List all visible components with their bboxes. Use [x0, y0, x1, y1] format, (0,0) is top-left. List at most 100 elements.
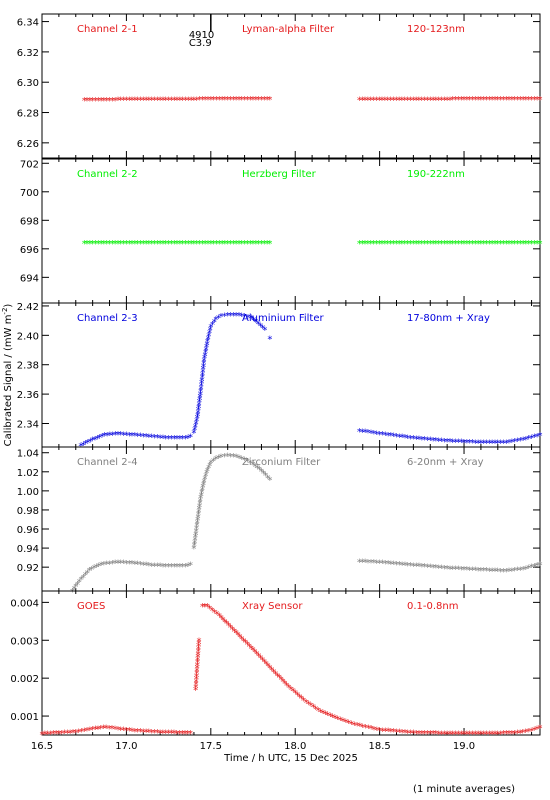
data-point: *: [258, 654, 263, 665]
data-point: *: [234, 311, 239, 322]
data-point: *: [107, 724, 112, 735]
data-point: *: [380, 726, 385, 737]
data-point: *: [445, 564, 450, 575]
data-point: *: [195, 661, 200, 672]
data-point: *: [538, 95, 543, 106]
data-point: *: [377, 558, 382, 569]
data-point: *: [200, 370, 205, 381]
data-point: *: [518, 95, 523, 106]
data-point: *: [357, 239, 362, 250]
data-point: *: [308, 701, 313, 712]
data-point: *: [431, 729, 436, 740]
x-tick-label: 18.0: [284, 741, 306, 752]
data-point: *: [478, 729, 483, 740]
data-point: *: [195, 411, 200, 422]
data-point: *: [225, 239, 230, 250]
data-point: *: [196, 406, 201, 417]
data-point: *: [377, 430, 382, 441]
data-point: *: [411, 561, 416, 572]
data-point: *: [281, 677, 286, 688]
data-point: *: [492, 439, 497, 450]
data-point: *: [532, 95, 537, 106]
data-point: *: [127, 726, 132, 737]
data-point: *: [172, 239, 177, 250]
data-point: *: [93, 435, 98, 446]
data-point: *: [445, 437, 450, 448]
data-point: *: [225, 452, 230, 463]
data-point: *: [90, 96, 95, 107]
data-point: *: [411, 434, 416, 445]
data-point: *: [110, 96, 115, 107]
data-point: *: [526, 434, 531, 445]
data-point: *: [467, 729, 472, 740]
data-point: *: [450, 729, 455, 740]
data-point: *: [194, 521, 199, 532]
data-point: *: [257, 465, 262, 476]
data-point: *: [110, 430, 115, 441]
data-point: *: [196, 644, 201, 655]
data-point: *: [166, 434, 171, 445]
data-point: *: [96, 561, 101, 572]
data-point: *: [397, 728, 402, 739]
data-point: *: [228, 452, 233, 463]
data-point: *: [535, 724, 540, 735]
data-point: *: [529, 433, 534, 444]
data-point: *: [419, 435, 424, 446]
data-point: *: [447, 729, 452, 740]
data-point: *: [118, 559, 123, 570]
data-point: *: [498, 95, 503, 106]
data-point: *: [363, 723, 368, 734]
data-point: *: [197, 499, 202, 510]
data-point: *: [202, 474, 207, 485]
data-point: *: [172, 95, 177, 106]
data-point: *: [459, 95, 464, 106]
data-point: *: [399, 95, 404, 106]
data-point: *: [357, 96, 362, 107]
data-point: *: [518, 436, 523, 447]
data-point: *: [208, 458, 213, 469]
data-point: *: [127, 96, 132, 107]
data-point: *: [99, 560, 104, 571]
data-point: *: [130, 727, 135, 738]
data-point: *: [236, 239, 241, 250]
data-point: *: [231, 452, 236, 463]
data-point: *: [196, 636, 201, 647]
data-point: *: [89, 565, 94, 576]
footnote: (1 minute averages): [413, 784, 515, 795]
data-point: *: [193, 533, 198, 544]
y-tick-label: 0.94: [17, 544, 39, 555]
data-point: *: [239, 312, 244, 323]
data-point: *: [262, 95, 267, 106]
data-point: *: [124, 431, 129, 442]
data-point: *: [236, 95, 241, 106]
data-point: *: [394, 727, 399, 738]
data-point: *: [85, 438, 90, 449]
data-point: *: [425, 562, 430, 573]
data-point: *: [248, 459, 253, 470]
data-point: *: [175, 434, 180, 445]
data-point: *: [416, 239, 421, 250]
data-point: *: [341, 717, 346, 728]
data-point: *: [275, 671, 280, 682]
panel-ch23: 2.34 2.36 2.38 2.40 2.42 Channel 2-3 Aluminium…: [17, 302, 543, 453]
data-point: *: [476, 566, 481, 577]
data-point: *: [405, 239, 410, 250]
data-point: *: [208, 239, 213, 250]
data-point: *: [54, 729, 59, 740]
data-point: *: [59, 729, 64, 740]
data-point: *: [186, 239, 191, 250]
data-point: *: [196, 400, 201, 411]
data-point: *: [216, 314, 221, 325]
data-point: *: [306, 699, 311, 710]
data-point: *: [473, 566, 478, 577]
data-point: *: [141, 727, 146, 738]
data-point: *: [478, 439, 483, 450]
data-point: *: [385, 96, 390, 107]
data-point: *: [202, 354, 207, 365]
data-point: *: [155, 728, 160, 739]
y-tick-label: 0.002: [10, 674, 39, 685]
data-point: *: [102, 431, 107, 442]
data-point: *: [97, 433, 102, 444]
data-point: *: [166, 95, 171, 106]
data-point: *: [169, 729, 174, 740]
